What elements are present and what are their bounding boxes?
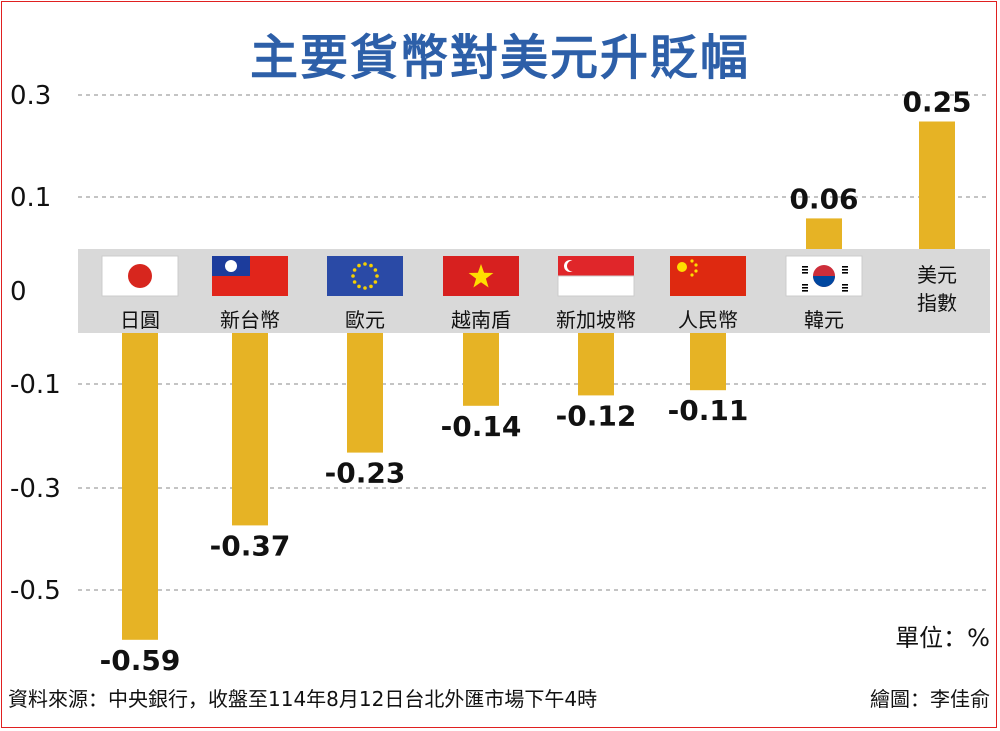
korea-flag <box>785 255 863 297</box>
value-label: -0.59 <box>100 644 181 677</box>
bar <box>578 333 614 396</box>
bar <box>463 333 499 406</box>
y-tick-label: 0 <box>10 277 27 307</box>
category-label: 指數 <box>917 291 957 315</box>
singapore-flag <box>557 256 635 297</box>
bar <box>690 333 726 391</box>
category-label: 人民幣 <box>678 308 738 332</box>
value-label: -0.37 <box>210 529 291 562</box>
bar <box>806 218 842 249</box>
y-tick-label: -0.3 <box>10 474 61 504</box>
y-tick-label: 0.1 <box>10 183 51 213</box>
category-label: 越南盾 <box>451 308 511 332</box>
taiwan-flag <box>212 256 288 296</box>
value-label: -0.11 <box>668 394 749 427</box>
y-tick-label: -0.5 <box>10 576 61 606</box>
category-label: 美元 <box>917 263 957 287</box>
category-label: 韓元 <box>804 308 844 332</box>
credit-note: 繪圖：李佳俞 <box>870 687 990 711</box>
unit-label: 單位：% <box>895 624 990 652</box>
value-label: -0.23 <box>325 457 406 490</box>
y-tick-label: 0.3 <box>10 81 51 111</box>
category-label: 日圓 <box>120 308 160 332</box>
y-tick-label: -0.1 <box>10 370 61 400</box>
value-label: -0.14 <box>441 410 522 443</box>
category-label: 新加坡幣 <box>556 308 636 332</box>
bar <box>347 333 383 453</box>
bar <box>919 121 955 249</box>
japan-flag <box>101 255 179 297</box>
chart-title: 主要貨幣對美元升貶幅 <box>249 30 750 86</box>
category-label: 新台幣 <box>220 308 280 332</box>
bar <box>122 333 158 640</box>
value-label: 0.06 <box>789 182 858 215</box>
category-label: 歐元 <box>345 308 385 332</box>
china-flag <box>670 256 746 296</box>
source-note: 資料來源：中央銀行，收盤至114年8月12日台北外匯市場下午4時 <box>8 687 598 711</box>
eu-flag <box>327 256 403 296</box>
vietnam-flag <box>443 256 519 296</box>
value-label: -0.12 <box>556 399 637 432</box>
bar <box>232 333 268 526</box>
value-label: 0.25 <box>902 86 971 119</box>
